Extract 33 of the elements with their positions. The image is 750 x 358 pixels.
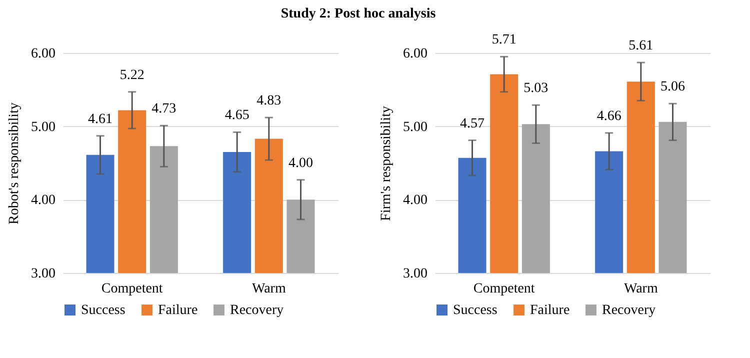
y-tick-label: 5.00 [403,120,428,135]
data-label: 5.61 [628,38,654,54]
legend-label: Success [453,303,498,318]
legend-label: Success [81,303,126,318]
legend-label: Recovery [230,303,284,318]
data-label: 4.65 [224,108,250,124]
y-tick-label: 5.00 [31,120,56,135]
legend-label: Failure [158,303,198,318]
data-label: 4.73 [152,102,176,117]
y-tick-label: 4.00 [31,193,56,208]
chart-title: Study 2: Post hoc analysis [280,6,436,22]
x-tick-label: Competent [101,282,163,296]
data-label: 4.00 [288,156,313,171]
data-label: 5.71 [492,32,516,48]
data-label: 4.83 [256,94,282,109]
legend-label: Recovery [602,303,656,318]
y-axis-title: Firm's responsibility [379,106,394,221]
x-tick-label: Warm [252,282,286,296]
y-tick-label: 3.00 [31,266,56,282]
data-label: 4.66 [596,108,622,124]
data-label: 4.57 [460,116,485,132]
x-tick-label: Warm [624,282,658,296]
data-label: 4.61 [88,112,113,127]
data-label: 5.06 [660,80,685,95]
y-tick-label: 3.00 [403,266,428,282]
x-tick-label: Competent [473,282,535,296]
y-tick-label: 4.00 [403,193,428,208]
data-label: 5.22 [120,68,144,83]
legend-label: Failure [530,303,570,318]
y-tick-label: 6.00 [403,46,428,62]
data-label: 5.03 [524,81,548,96]
y-tick-label: 6.00 [31,46,56,62]
y-axis-title: Robot's responsibility [7,102,22,224]
